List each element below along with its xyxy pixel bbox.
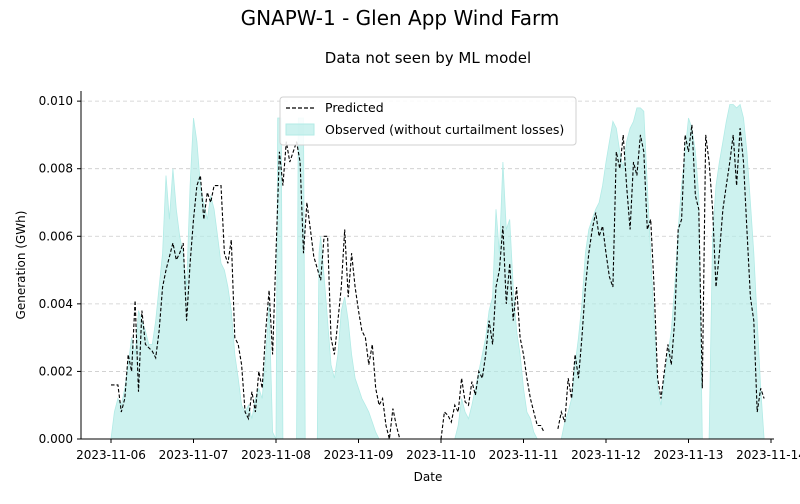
y-tick-label: 0.008 [39, 162, 73, 176]
axes-layer [80, 91, 774, 440]
chart-suptitle: GNAPW-1 - Glen App Wind Farm [241, 6, 560, 30]
x-tick-label: 2023-11-13 [654, 448, 724, 462]
legend-predicted-label: Predicted [325, 100, 384, 115]
observed-area [110, 103, 765, 440]
chart-title: Data not seen by ML model [325, 49, 531, 67]
y-tick-label: 0.004 [39, 297, 73, 311]
x-tick-label: 2023-11-07 [159, 448, 229, 462]
predicted-line [440, 226, 545, 440]
predicted-line [557, 124, 765, 430]
y-tick-label: 0.010 [39, 94, 73, 108]
x-tick-label: 2023-11-08 [241, 448, 311, 462]
x-tick-label: 2023-11-12 [571, 448, 641, 462]
legend-box [279, 96, 577, 146]
predicted-line [111, 141, 401, 440]
legend-observed-swatch [285, 123, 315, 136]
x-tick-label: 2023-11-10 [406, 448, 476, 462]
x-tick-label: 2023-11-14 [736, 448, 800, 462]
x-tick-label: 2023-11-06 [76, 448, 146, 462]
y-tick-label: 0.002 [39, 364, 73, 378]
y-tick-label: 0.000 [39, 432, 73, 446]
observed-area-layer [110, 103, 765, 440]
x-ticks: 2023-11-06 2023-11-07 2023-11-08 2023-11-09… [76, 439, 800, 462]
x-tick-label: 2023-11-11 [489, 448, 559, 462]
predicted-line-layer [111, 124, 765, 440]
legend: Predicted Observed (without curtailment … [279, 96, 577, 146]
y-axis-label: Generation (GWh) [14, 211, 28, 320]
x-tick-label: 2023-11-09 [324, 448, 394, 462]
y-ticks: 0.000 0.002 0.004 0.006 0.008 0.010 [39, 94, 81, 446]
y-tick-label: 0.006 [39, 229, 73, 243]
x-axis-label: Date [414, 470, 443, 484]
legend-observed-label: Observed (without curtailment losses) [325, 122, 564, 137]
